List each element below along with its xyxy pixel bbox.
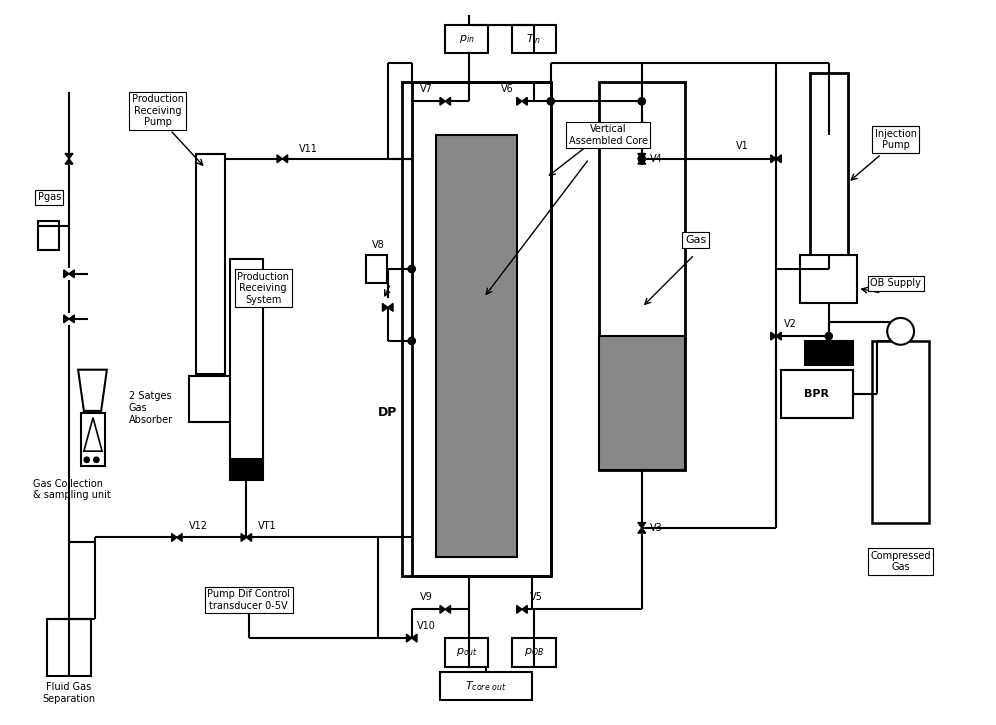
- Bar: [196, 154, 225, 375]
- Text: $p_{in}$: $p_{in}$: [459, 33, 475, 45]
- Polygon shape: [64, 270, 69, 278]
- Circle shape: [638, 98, 645, 105]
- Text: Pump Dif Control
transducer 0-5V: Pump Dif Control transducer 0-5V: [207, 589, 290, 610]
- Bar: [230, 260, 263, 461]
- Text: V1: V1: [736, 141, 749, 152]
- Polygon shape: [637, 528, 645, 533]
- Text: Vertical
Assembled Core: Vertical Assembled Core: [569, 124, 647, 146]
- Bar: [872, 341, 929, 523]
- Bar: [230, 459, 263, 480]
- Circle shape: [547, 98, 555, 105]
- Circle shape: [638, 155, 645, 162]
- Bar: [800, 254, 858, 302]
- Text: Pgas: Pgas: [38, 192, 61, 202]
- Text: Gas Collection
& sampling unit: Gas Collection & sampling unit: [33, 478, 111, 500]
- Text: DP: DP: [378, 406, 397, 419]
- Text: Gas: Gas: [685, 236, 706, 245]
- Text: OB Supply: OB Supply: [871, 278, 921, 289]
- Bar: [48, 619, 91, 676]
- Polygon shape: [78, 370, 107, 411]
- Text: Compressed
Gas: Compressed Gas: [871, 550, 931, 572]
- Polygon shape: [771, 332, 776, 340]
- Polygon shape: [282, 155, 288, 162]
- Bar: [81, 413, 105, 465]
- Text: Injection
Pump: Injection Pump: [874, 129, 917, 150]
- Text: $T_{core\ out}$: $T_{core\ out}$: [465, 679, 507, 693]
- Bar: [810, 72, 848, 254]
- Polygon shape: [277, 155, 282, 162]
- Text: VT1: VT1: [258, 521, 277, 531]
- Polygon shape: [411, 634, 417, 642]
- Circle shape: [887, 318, 914, 345]
- Polygon shape: [637, 159, 645, 164]
- Circle shape: [94, 457, 99, 463]
- Text: $p_{out}$: $p_{out}$: [456, 647, 478, 658]
- Polygon shape: [177, 534, 182, 542]
- Text: V8: V8: [372, 240, 384, 250]
- Text: $T_{in}$: $T_{in}$: [526, 32, 542, 46]
- Polygon shape: [406, 634, 411, 642]
- Polygon shape: [64, 315, 69, 323]
- Polygon shape: [440, 605, 445, 613]
- Polygon shape: [522, 97, 527, 105]
- Bar: [445, 638, 488, 667]
- Text: V12: V12: [189, 521, 208, 531]
- Text: V5: V5: [530, 592, 543, 602]
- Text: V7: V7: [419, 84, 432, 94]
- Text: V3: V3: [649, 523, 662, 533]
- Polygon shape: [771, 155, 776, 162]
- Circle shape: [408, 265, 415, 273]
- Text: V2: V2: [784, 319, 797, 328]
- Bar: [599, 336, 685, 471]
- Polygon shape: [445, 97, 450, 105]
- Polygon shape: [776, 155, 781, 162]
- Text: Production
Receiving
Pump: Production Receiving Pump: [131, 94, 183, 128]
- Circle shape: [408, 337, 415, 344]
- Bar: [781, 370, 853, 418]
- Polygon shape: [517, 97, 522, 105]
- Text: V9: V9: [419, 592, 432, 602]
- Polygon shape: [522, 605, 527, 613]
- Text: V10: V10: [416, 621, 435, 631]
- Text: V4: V4: [649, 154, 662, 164]
- Circle shape: [84, 457, 90, 463]
- Polygon shape: [445, 605, 450, 613]
- Bar: [445, 25, 488, 54]
- Polygon shape: [65, 154, 73, 159]
- Polygon shape: [382, 304, 387, 311]
- Text: V6: V6: [501, 84, 514, 94]
- Text: $p_{OB}$: $p_{OB}$: [524, 647, 544, 658]
- Polygon shape: [84, 418, 102, 451]
- Bar: [440, 671, 532, 700]
- Bar: [805, 341, 853, 365]
- Polygon shape: [637, 154, 645, 159]
- Text: V11: V11: [299, 144, 318, 154]
- Bar: [38, 221, 59, 250]
- Text: 2 Satges
Gas
Absorber: 2 Satges Gas Absorber: [128, 392, 173, 425]
- Polygon shape: [171, 534, 177, 542]
- Polygon shape: [69, 270, 75, 278]
- Text: Fluid Gas
Separation: Fluid Gas Separation: [42, 682, 95, 703]
- Bar: [189, 376, 231, 423]
- Polygon shape: [517, 605, 522, 613]
- Bar: [599, 82, 685, 471]
- Bar: [512, 638, 556, 667]
- Polygon shape: [637, 523, 645, 528]
- Polygon shape: [246, 534, 252, 542]
- Polygon shape: [776, 332, 781, 340]
- Bar: [435, 135, 517, 557]
- Polygon shape: [241, 534, 246, 542]
- Text: Production
Receiving
System: Production Receiving System: [237, 272, 289, 304]
- Bar: [402, 82, 551, 576]
- Polygon shape: [69, 315, 75, 323]
- Polygon shape: [440, 97, 445, 105]
- Bar: [512, 25, 556, 54]
- Text: BPR: BPR: [804, 389, 830, 399]
- Polygon shape: [387, 304, 393, 311]
- Polygon shape: [65, 159, 73, 164]
- Circle shape: [825, 333, 833, 340]
- Bar: [366, 254, 386, 283]
